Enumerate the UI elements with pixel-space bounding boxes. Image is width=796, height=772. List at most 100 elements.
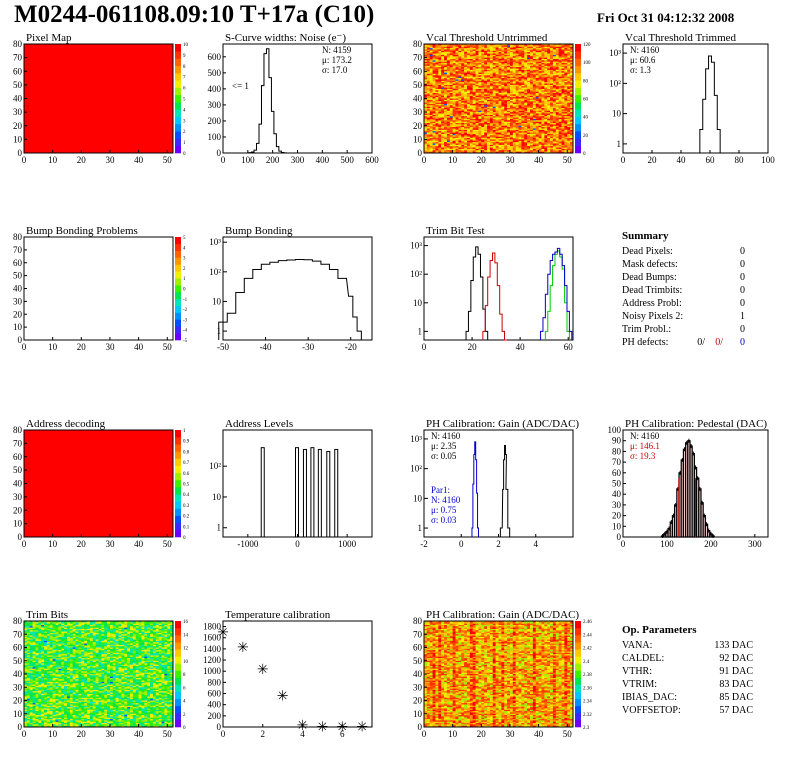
heatmap-cell [464,108,468,110]
heatmap-cell [458,79,462,82]
heatmap-cell [438,58,442,61]
heatmap-cell [469,112,474,114]
heatmap-cell [461,49,465,52]
heatmap-cell [435,54,439,57]
heatmap-cell [487,63,491,65]
heatmap-cell [426,144,431,147]
heatmap-cell [429,114,433,117]
heatmap-cell [432,76,436,79]
heatmap-cell [424,60,428,63]
heatmap-cell [487,120,491,122]
colorbar-label: 8 [183,65,186,70]
heatmap-cell [464,69,468,72]
heatmap-cell [466,86,471,88]
heatmap-cell [444,80,448,83]
heatmap-cell [489,106,494,109]
heatmap-cell [438,142,442,144]
heatmap-cell [481,114,485,117]
heatmap-cell [452,142,456,144]
heatmap-cell [475,139,479,142]
heatmap-cell [478,120,482,122]
heatmap-cell [429,76,433,79]
heatmap-cell [449,139,453,142]
heatmap-cell [452,57,456,60]
heatmap-cell [429,48,433,50]
heatmap-cell [444,118,448,121]
heatmap-cell [489,65,494,68]
heatmap-cell [478,75,482,77]
heatmap-cell [487,151,491,154]
heatmap-cell [475,88,479,91]
heatmap-cell [426,148,431,151]
colorbar-label: 40 [583,116,589,121]
heatmap-cell [472,133,476,136]
heatmap-cell [478,44,482,46]
heatmap-cell [461,101,465,103]
heatmap-cell [464,46,468,49]
heatmap-cell [444,53,448,56]
heatmap-cell [469,58,474,61]
heatmap-cell [435,125,439,128]
heatmap-cell [481,116,485,118]
heatmap-cell [469,44,474,46]
x-tick-label: 0 [22,155,27,165]
colorbar-label: -2 [183,308,188,313]
x-tick-label: -20 [345,342,357,352]
heatmap-cell [487,54,491,57]
heatmap-cell [429,98,433,101]
heatmap-cell [449,143,453,146]
heatmap-cell [449,61,453,64]
heatmap-cell [455,72,459,75]
heatmap-cell [426,114,431,117]
heatmap-cell [455,53,459,56]
heatmap-cell [487,52,491,54]
heatmap-cell [446,131,451,133]
heatmap-cell [458,116,462,118]
heatmap-cell [455,113,459,116]
heatmap-cell [489,128,494,131]
heatmap-cell [432,114,436,117]
heatmap-cell [481,63,485,65]
heatmap-cell [449,76,453,79]
heatmap-cell [469,138,474,140]
heatmap-cell [469,60,474,63]
heatmap-cell [449,113,453,116]
heatmap-cell [461,148,465,151]
heatmap-cell [444,94,448,97]
heatmap-cell [475,116,479,118]
heatmap-cell [458,144,462,147]
heatmap-cell [446,133,451,136]
heatmap-cell [438,56,442,58]
heatmap-cell [469,76,474,79]
heatmap-cell [432,82,436,84]
heatmap-cell [472,99,476,102]
heatmap-cell [438,147,442,150]
heatmap-cell [432,88,436,91]
heatmap-cell [432,120,436,122]
heatmap-cell [446,110,451,113]
heatmap-cell [452,48,456,50]
heatmap-cell [484,118,488,121]
heatmap-cell [478,123,482,125]
heatmap-cell [432,139,436,142]
x-tick-label: 600 [365,155,379,165]
heatmap-cell [424,128,428,131]
heatmap-cell [469,67,474,69]
heatmap-cell [446,61,451,64]
heatmap-cell [426,136,431,139]
heatmap-cell [424,44,428,46]
heatmap-cell [478,86,482,88]
heatmap-cell [441,82,445,84]
heatmap-cell [455,88,459,91]
heatmap-cell [475,84,479,87]
heatmap-cell [426,143,431,146]
y-tick-label: 0 [617,532,622,542]
heatmap-cell [438,102,442,105]
panel-title: Trim Bits [26,609,68,621]
heatmap-cell [492,48,496,50]
heatmap-cell [469,93,474,95]
heatmap-cell [424,112,428,114]
heatmap-cell [438,49,442,52]
heatmap-cell [452,91,456,94]
heatmap-cell [424,72,428,75]
